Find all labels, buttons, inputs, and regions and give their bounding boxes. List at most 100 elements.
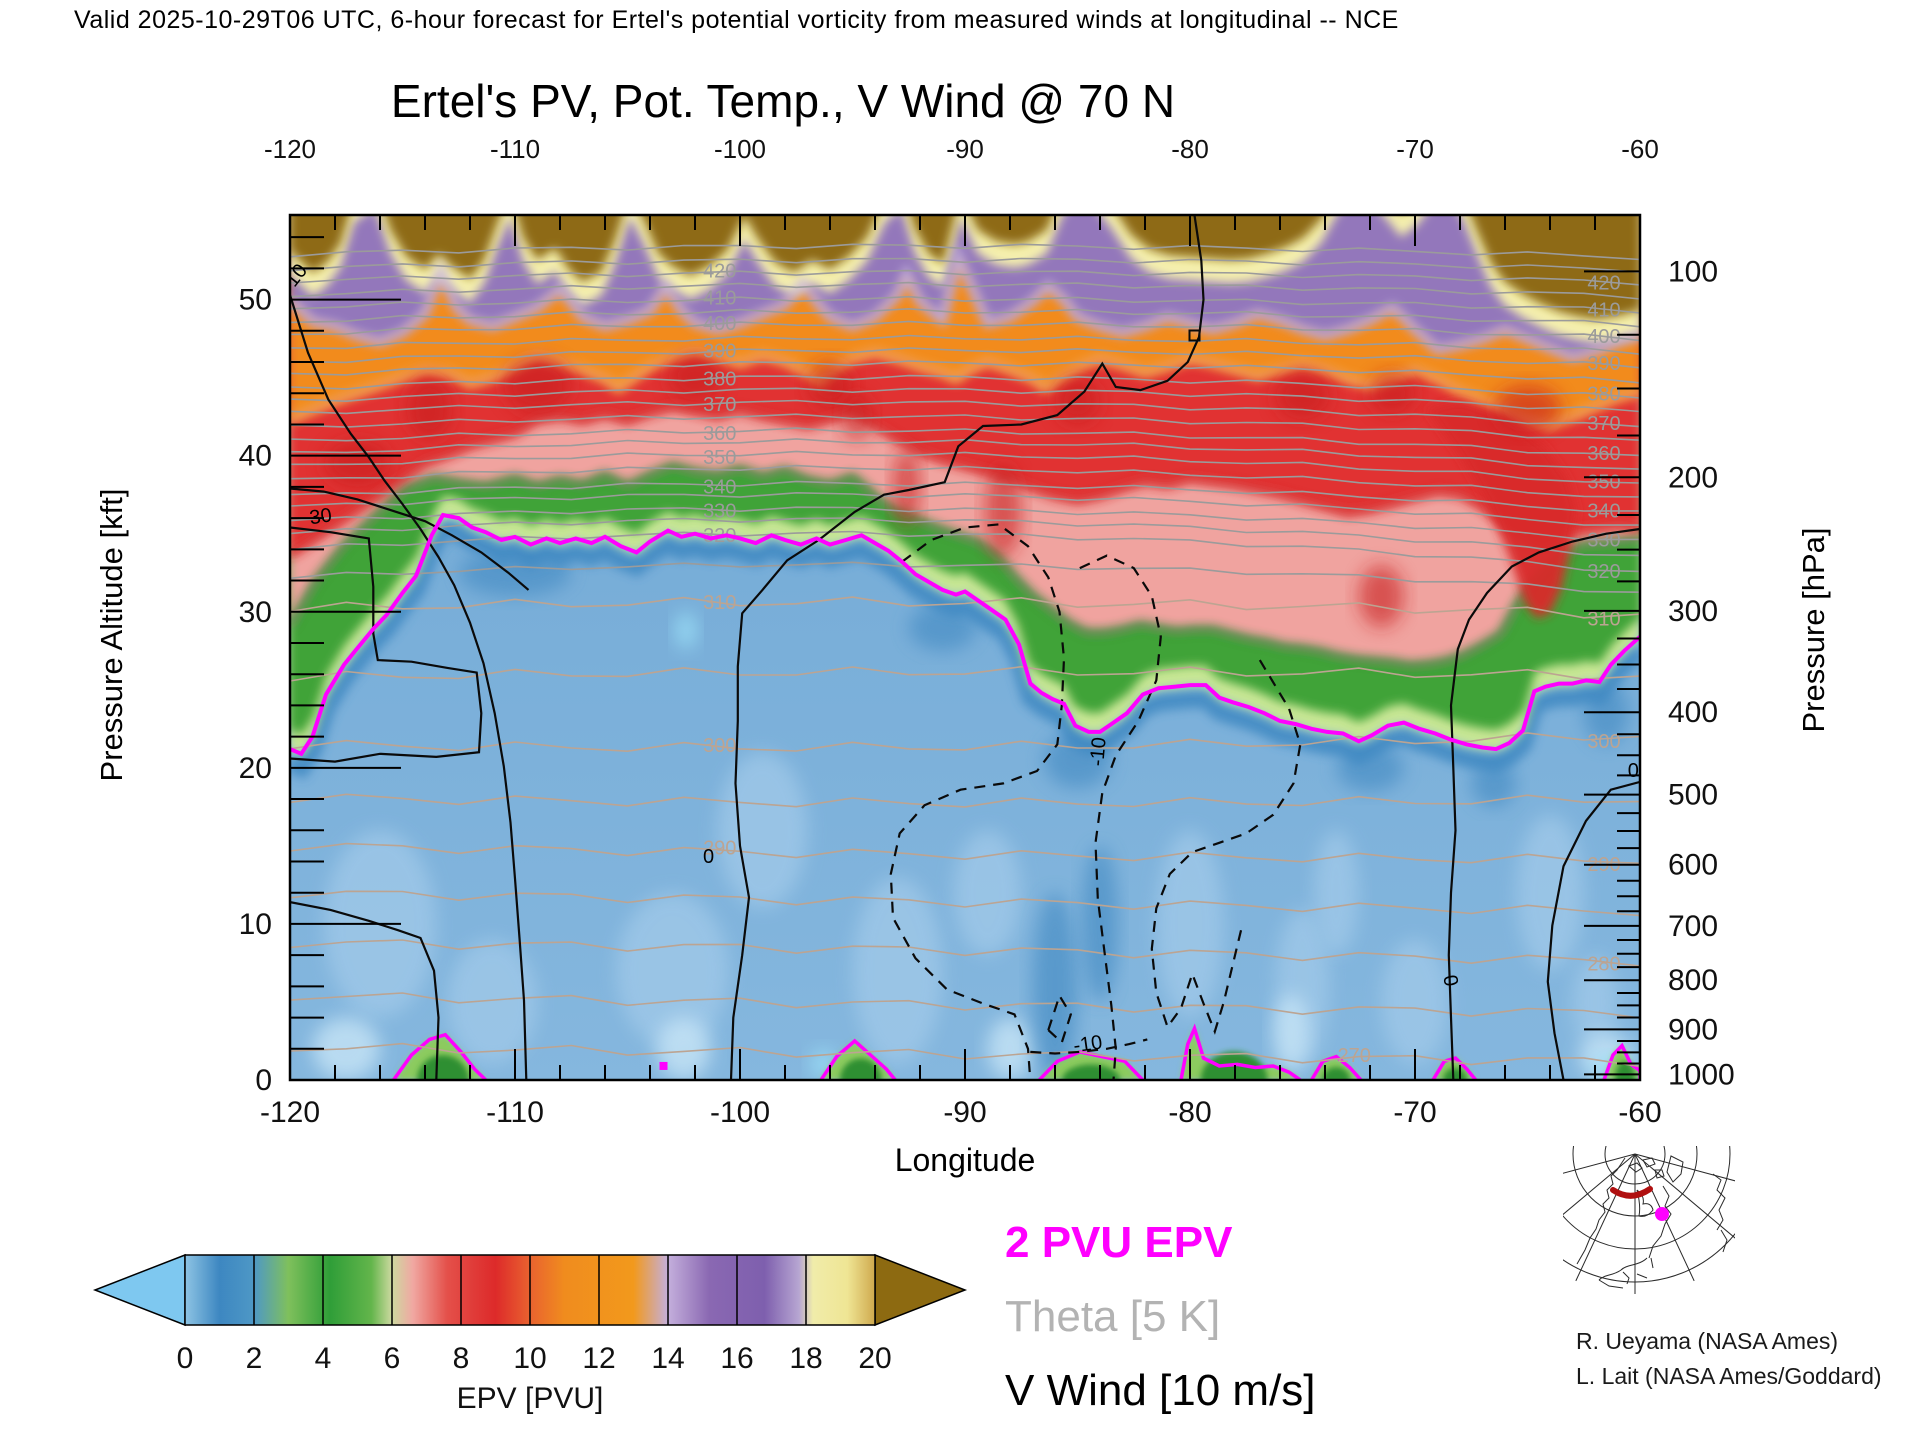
theta-contour-350 [290,450,1640,484]
x-bottom-tick-label: -120 [260,1096,320,1129]
y-right-tick-label: 600 [1668,849,1718,882]
pv-texture-patch [447,939,538,1065]
pv-texture-patch [1572,955,1618,1049]
theta-contour-345 [290,464,1640,498]
vwind-label: -10 [1072,1031,1104,1057]
theta-contour-315 [290,561,1640,593]
surface-pv-blob-core [1443,1067,1468,1080]
pv-texture-patch [616,892,729,1049]
inset-meridian [1634,1153,1735,1182]
theta-label: 300 [703,735,736,757]
theta-label: 400 [1587,326,1620,348]
y-left-tick-label: 40 [239,440,272,473]
inset-cross-section-path [1610,1186,1653,1199]
y-left-tick-label: 0 [255,1064,272,1097]
colorbar-tick-label: 8 [453,1342,470,1375]
theta-contour-420 [290,269,1640,286]
theta-label: 370 [1587,413,1620,435]
legend-2pvu-epv: 2 PVU EPV [1005,1218,1233,1267]
dark-red-core [1358,564,1404,628]
inset-coastline [1712,1173,1728,1253]
theta-contour-365 [290,413,1640,441]
legend-theta: Theta [5 K] [1005,1292,1221,1341]
dark-red-core [1370,372,1415,414]
theta-contour-390 [290,347,1640,369]
pv-texture-patch [852,877,943,1065]
y-axis-title-left: Pressure Altitude [kft] [94,488,129,782]
colorbar-under-arrow [92,1253,186,1327]
theta-label: 420 [1587,272,1620,294]
theta-contour-305 [290,665,1640,682]
surface-2pvu-outline [1310,1054,1363,1080]
y-right-tick-label: 1000 [1668,1058,1735,1091]
vwind-contour [1150,659,1302,1035]
theta-contour-380 [290,374,1640,399]
y-right-tick-label: 800 [1668,964,1718,997]
x-bottom-tick-label: -100 [710,1096,770,1129]
vwind-label: 0 [1628,760,1639,782]
colorbar-tick-label: 20 [858,1342,891,1375]
credit-line-2: L. Lait (NASA Ames/Goddard) [1576,1363,1882,1389]
y-left-tick-label: 20 [239,752,272,785]
y-right-tick-label: 500 [1668,779,1718,812]
theta-contour-405 [290,307,1640,328]
x-bottom-tick-label: -60 [1618,1096,1661,1129]
surface-pv-blob-core [417,1055,469,1080]
pv-texture-patch [717,752,808,909]
pv-texture-patch [674,611,698,650]
theta-contour-290 [290,842,1640,865]
theta-contour-310 [290,596,1640,619]
vwind-contour-10 [290,294,528,1080]
band-edge [290,346,1640,431]
inset-coastline [1598,1257,1654,1289]
band-edge [290,461,1640,668]
x-bottom-tick-label: -90 [943,1096,986,1129]
colorbar-tick-label: 4 [315,1342,332,1375]
inset-graticule-meridians [1563,1153,1735,1294]
pv-texture-patch [1313,830,1359,956]
page-title: Ertel's PV, Pot. Temp., V Wind @ 70 N [390,75,1176,127]
vwind-contour--10 [1079,554,1162,1080]
dark-red-core [503,357,572,414]
x-top-tick-label: -90 [946,134,984,164]
theta-label: 370 [703,394,736,416]
theta-contour-370 [290,399,1640,428]
theta-label: 290 [703,838,736,860]
theta-label: 410 [703,287,736,309]
theta-label: 350 [1587,471,1620,493]
theta-contour-360 [290,427,1640,457]
y-right-tick-label: 900 [1668,1013,1718,1046]
theta-label: 300 [1587,731,1620,753]
colorbar: 0 2 4 6 8 10 12 14 16 18 20 EPV [PVU] [92,1253,968,1415]
theta-label: 310 [1587,609,1620,631]
vwind-contour [889,523,1066,1080]
colorbar-tick-label: 2 [246,1342,263,1375]
colorbar-tick-label: 10 [513,1342,546,1375]
theta-label: 390 [703,341,736,363]
theta-contour-425 [290,257,1640,273]
colorbar-tick-label: 12 [582,1342,615,1375]
theta-label: 330 [703,501,736,523]
y-right-tick-label: 100 [1668,255,1718,288]
x-top-tick-label: -120 [264,134,316,164]
inset-meridian [1634,1153,1735,1239]
x-bottom-tick-label: -70 [1393,1096,1436,1129]
pv-texture-patch [1381,939,1449,1065]
dark-red-core [893,447,920,526]
inset-coastline [1628,1157,1665,1179]
pv-band-18-20 [290,215,1640,343]
theta-contour-400 [290,320,1640,342]
credit-line-1: R. Ueyama (NASA Ames) [1576,1328,1839,1354]
vwind-contour--10 [1030,1038,1148,1055]
theta-label: 380 [1587,384,1620,406]
theta-contour-295 [290,793,1640,808]
pv-texture-patch [1516,814,1584,971]
y-left-tick-label: 50 [239,284,272,317]
inset-map [1563,1146,1735,1294]
y-right-tick-label: 700 [1668,910,1718,943]
theta-label: 340 [1587,501,1620,523]
legend-vwind: V Wind [10 m/s] [1005,1366,1316,1415]
y-right-tick-label: 200 [1668,461,1718,494]
y-right-tick-label: 300 [1668,595,1718,628]
